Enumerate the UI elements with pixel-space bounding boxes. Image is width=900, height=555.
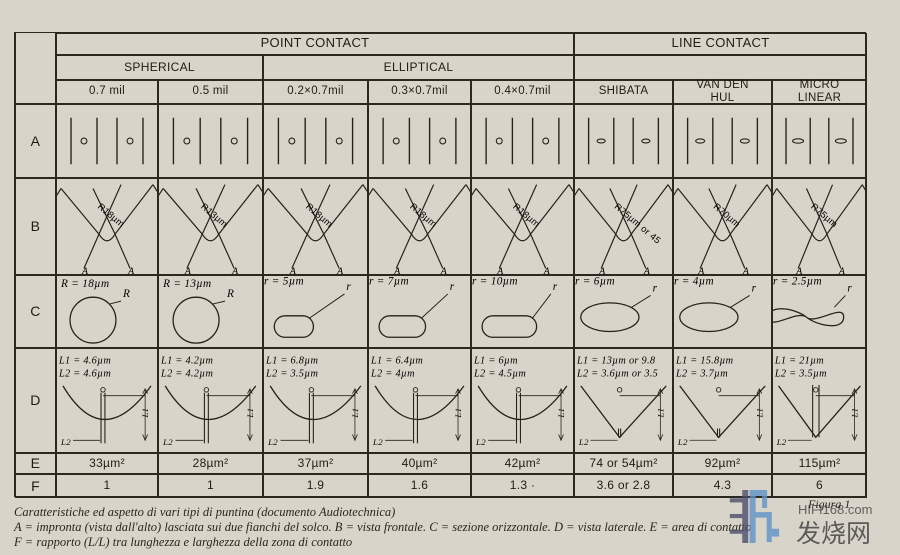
svg-text:L2 = 4.6µm: L2 = 4.6µm <box>58 369 111 380</box>
svg-text:A: A <box>598 266 606 275</box>
svg-text:A: A <box>643 266 651 275</box>
svg-text:r = 2.5µm: r = 2.5µm <box>773 275 822 287</box>
svg-text:L1 = 4.6µm: L1 = 4.6µm <box>58 355 111 366</box>
svg-text:L1 = 13µm or 9.8: L1 = 13µm or 9.8 <box>576 355 656 366</box>
svg-text:r = 6µm: r = 6µm <box>575 275 615 287</box>
svg-text:A: A <box>742 266 750 275</box>
svg-text:R = 13µm: R = 13µm <box>162 278 211 290</box>
svg-text:A: A <box>393 266 401 275</box>
svg-text:L1 = 15.8µm: L1 = 15.8µm <box>675 355 733 366</box>
svg-text:L2 = 4µm: L2 = 4µm <box>370 369 415 380</box>
svg-text:A: A <box>231 266 239 275</box>
svg-text:A: A <box>697 266 705 275</box>
svg-text:A: A <box>440 266 448 275</box>
svg-text:r: r <box>450 281 455 293</box>
svg-text:A: A <box>184 266 192 275</box>
svg-text:L1: L1 <box>849 408 859 419</box>
svg-text:L2 = 3.5µm: L2 = 3.5µm <box>774 369 827 380</box>
svg-text:A: A <box>127 266 135 275</box>
svg-text:A: A <box>336 266 344 275</box>
svg-text:R: R <box>226 288 234 300</box>
svg-text:L2: L2 <box>60 437 71 447</box>
svg-text:A: A <box>81 266 89 275</box>
svg-text:L2: L2 <box>267 437 278 447</box>
svg-text:L1: L1 <box>655 408 665 419</box>
svg-text:r: r <box>653 283 658 295</box>
svg-text:L2: L2 <box>475 437 486 447</box>
svg-text:L1: L1 <box>350 408 360 419</box>
svg-text:L1: L1 <box>754 408 764 419</box>
svg-text:A: A <box>838 266 845 275</box>
svg-text:L2 = 4.5µm: L2 = 4.5µm <box>473 369 526 380</box>
svg-text:L1 = 21µm: L1 = 21µm <box>774 355 824 366</box>
svg-text:r = 5µm: r = 5µm <box>264 275 304 287</box>
svg-text:R = 18µm: R = 18µm <box>60 278 109 290</box>
svg-text:r: r <box>346 281 351 293</box>
svg-text:L1 = 6µm: L1 = 6µm <box>473 355 518 366</box>
svg-text:r = 4µm: r = 4µm <box>674 275 714 287</box>
svg-text:r: r <box>847 283 852 295</box>
svg-text:L2: L2 <box>677 437 688 447</box>
svg-text:L2: L2 <box>776 437 787 447</box>
svg-text:L1 = 4.2µm: L1 = 4.2µm <box>160 355 213 366</box>
svg-text:L2: L2 <box>372 437 383 447</box>
svg-text:A: A <box>543 266 551 275</box>
svg-text:L2: L2 <box>162 437 173 447</box>
svg-text:L1: L1 <box>245 408 255 419</box>
svg-text:L1 = 6.8µm: L1 = 6.8µm <box>265 355 318 366</box>
svg-text:L1: L1 <box>453 408 463 419</box>
svg-text:L2 = 3.7µm: L2 = 3.7µm <box>675 369 728 380</box>
svg-text:L1 = 6.4µm: L1 = 6.4µm <box>370 355 423 366</box>
svg-text:L2 = 3.6µm or 3.5: L2 = 3.6µm or 3.5 <box>576 369 658 380</box>
svg-text:A: A <box>289 266 297 275</box>
svg-text:L1: L1 <box>140 408 150 419</box>
svg-text:L2 = 4.2µm: L2 = 4.2µm <box>160 369 213 380</box>
svg-text:r: r <box>752 283 757 295</box>
svg-text:r: r <box>553 281 558 293</box>
svg-text:L2: L2 <box>578 437 589 447</box>
svg-text:A: A <box>496 266 504 275</box>
svg-text:R: R <box>122 288 130 300</box>
svg-text:r = 7µm: r = 7µm <box>369 275 409 287</box>
svg-text:r = 10µm: r = 10µm <box>472 275 518 287</box>
svg-text:L1: L1 <box>556 408 566 419</box>
svg-text:L2 = 3.5µm: L2 = 3.5µm <box>265 369 318 380</box>
svg-text:A: A <box>795 266 802 275</box>
